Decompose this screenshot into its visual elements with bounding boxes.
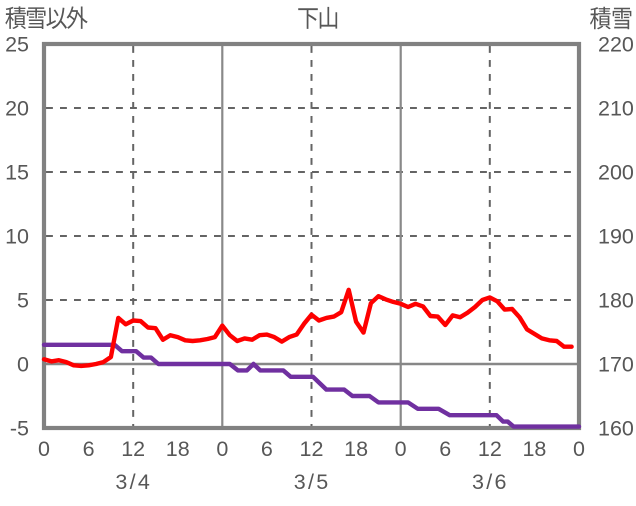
svg-text:3/4: 3/4 <box>115 470 152 494</box>
svg-text:12: 12 <box>478 437 502 461</box>
svg-text:10: 10 <box>5 225 29 249</box>
svg-text:3/6: 3/6 <box>472 470 509 494</box>
svg-text:6: 6 <box>439 437 451 461</box>
svg-text:170: 170 <box>598 353 634 377</box>
svg-text:25: 25 <box>5 33 29 57</box>
svg-text:190: 190 <box>598 225 634 249</box>
svg-text:20: 20 <box>5 97 29 121</box>
svg-text:12: 12 <box>121 437 145 461</box>
svg-text:18: 18 <box>522 437 546 461</box>
svg-text:0: 0 <box>17 353 29 377</box>
svg-text:0: 0 <box>395 437 407 461</box>
svg-text:0: 0 <box>216 437 228 461</box>
svg-text:0: 0 <box>573 437 585 461</box>
svg-text:6: 6 <box>261 437 273 461</box>
svg-text:12: 12 <box>300 437 324 461</box>
svg-text:220: 220 <box>598 33 634 57</box>
svg-text:0: 0 <box>38 437 50 461</box>
svg-text:160: 160 <box>598 417 634 441</box>
svg-text:18: 18 <box>344 437 368 461</box>
svg-text:3/5: 3/5 <box>294 470 331 494</box>
svg-text:210: 210 <box>598 97 634 121</box>
svg-text:200: 200 <box>598 161 634 185</box>
svg-text:-5: -5 <box>10 417 29 441</box>
svg-text:18: 18 <box>166 437 190 461</box>
svg-text:180: 180 <box>598 289 634 313</box>
svg-text:5: 5 <box>17 289 29 313</box>
svg-text:15: 15 <box>5 161 29 185</box>
svg-text:6: 6 <box>83 437 95 461</box>
